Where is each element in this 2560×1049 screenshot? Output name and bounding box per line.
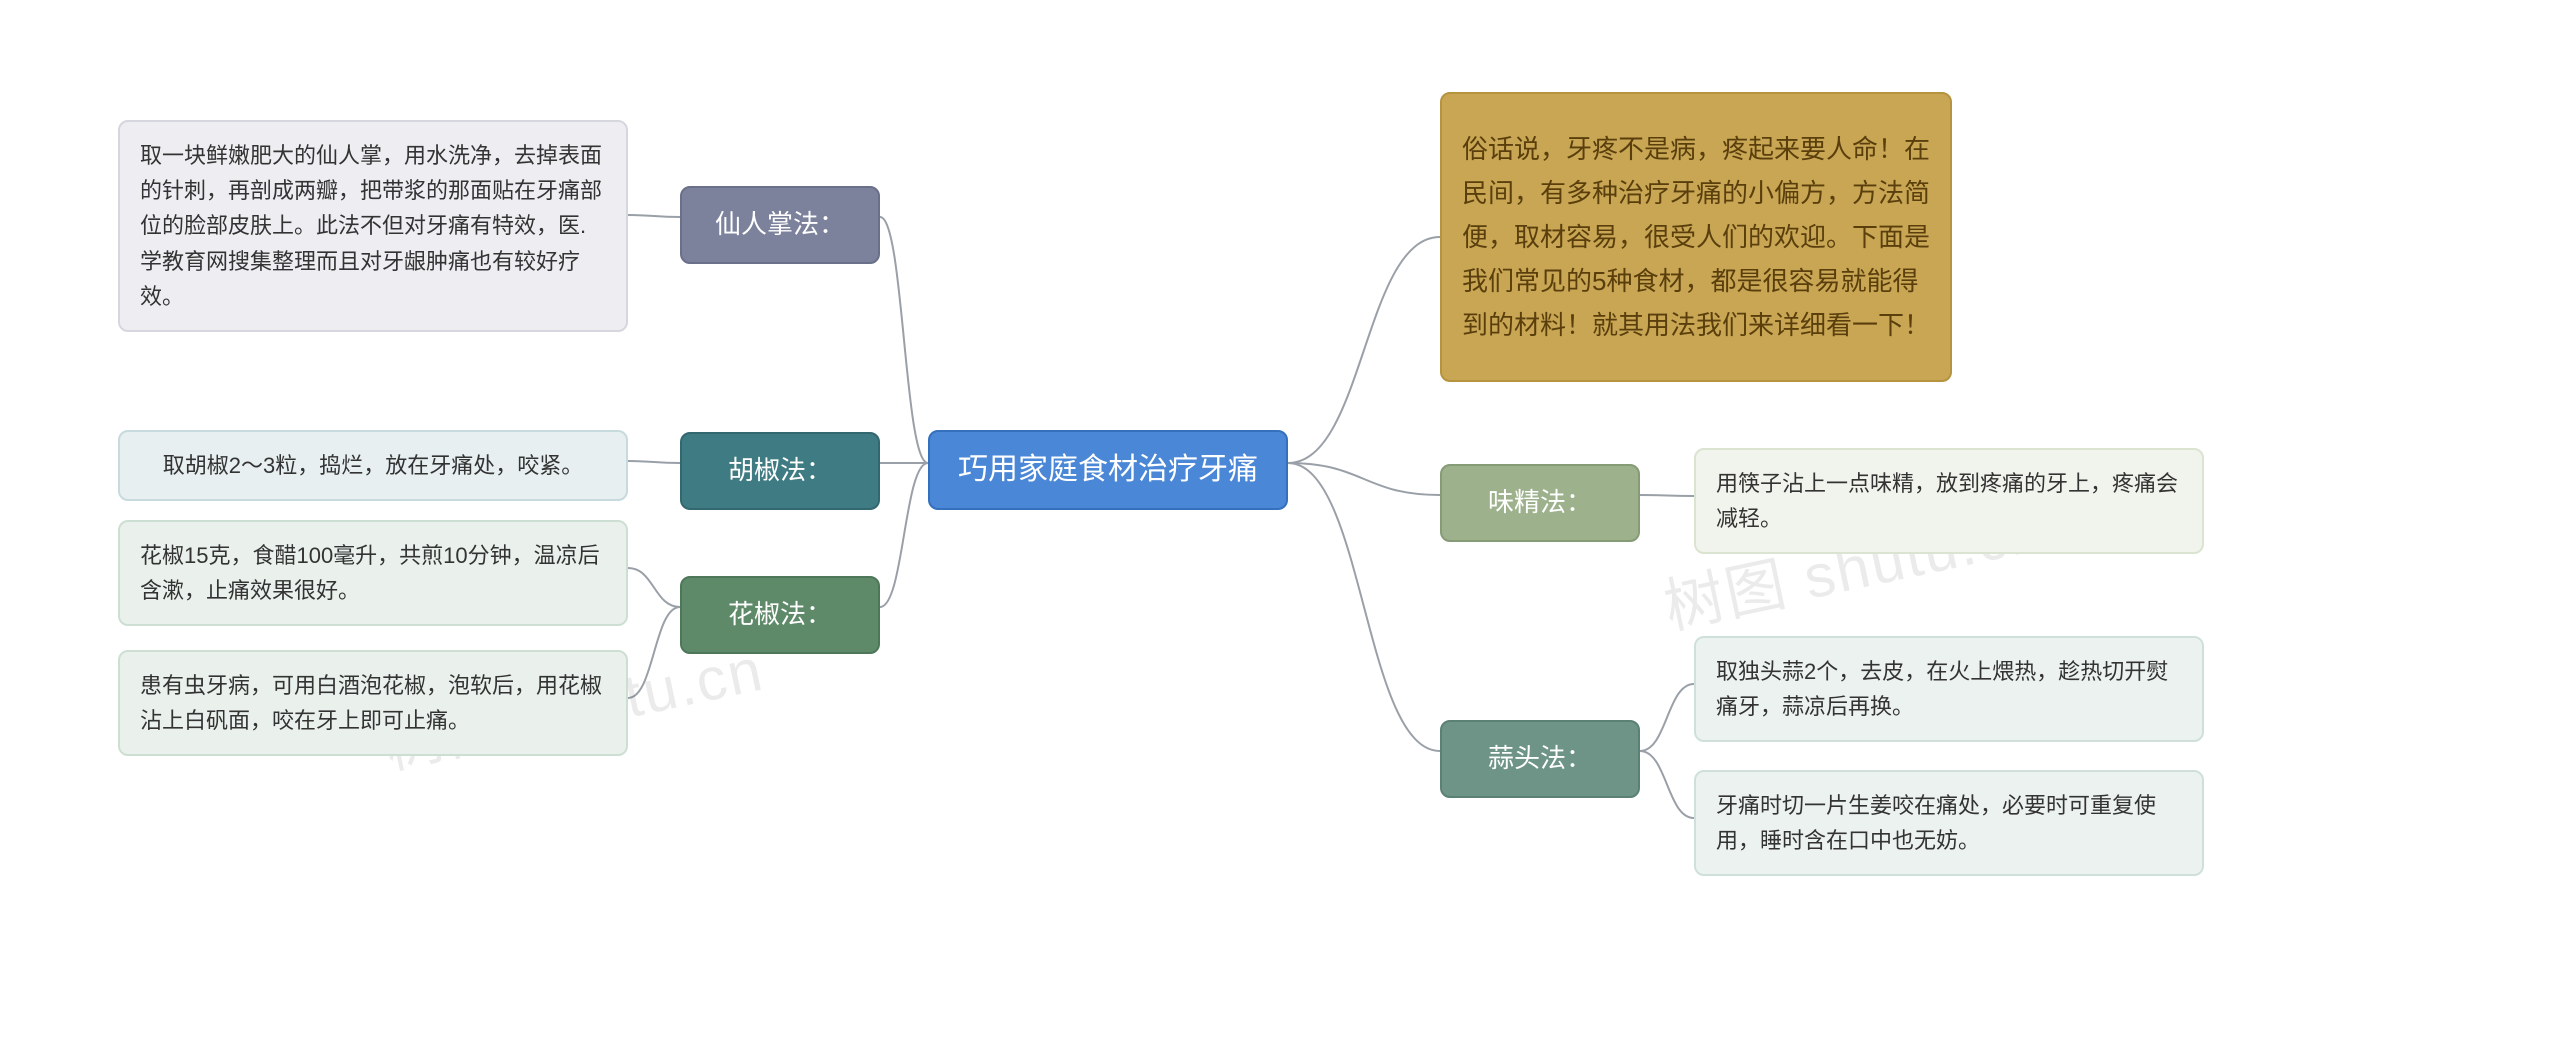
branch-right-1: 味精法：	[1440, 464, 1640, 542]
branch-right-2: 蒜头法：	[1440, 720, 1640, 798]
branch-left-0: 仙人掌法：	[680, 186, 880, 264]
leaf-left-1-0: 取胡椒2～3粒，捣烂，放在牙痛处，咬紧。	[118, 430, 628, 501]
intro-box: 俗话说，牙疼不是病，疼起来要人命！在民间，有多种治疗牙痛的小偏方，方法简便，取材…	[1440, 92, 1952, 382]
leaf-left-2-1: 患有虫牙病，可用白酒泡花椒，泡软后，用花椒沾上白矾面，咬在牙上即可止痛。	[118, 650, 628, 756]
branch-left-2: 花椒法：	[680, 576, 880, 654]
leaf-right-2-1: 牙痛时切一片生姜咬在痛处，必要时可重复使用，睡时含在口中也无妨。	[1694, 770, 2204, 876]
branch-left-1: 胡椒法：	[680, 432, 880, 510]
root-node: 巧用家庭食材治疗牙痛	[928, 430, 1288, 510]
leaf-left-0-0: 取一块鲜嫩肥大的仙人掌，用水洗净，去掉表面的针刺，再剖成两瓣，把带浆的那面贴在牙…	[118, 120, 628, 332]
leaf-right-2-0: 取独头蒜2个，去皮，在火上煨热，趁热切开熨痛牙，蒜凉后再换。	[1694, 636, 2204, 742]
leaf-right-1-0: 用筷子沾上一点味精，放到疼痛的牙上，疼痛会减轻。	[1694, 448, 2204, 554]
leaf-left-2-0: 花椒15克，食醋100毫升，共煎10分钟，温凉后含漱，止痛效果很好。	[118, 520, 628, 626]
